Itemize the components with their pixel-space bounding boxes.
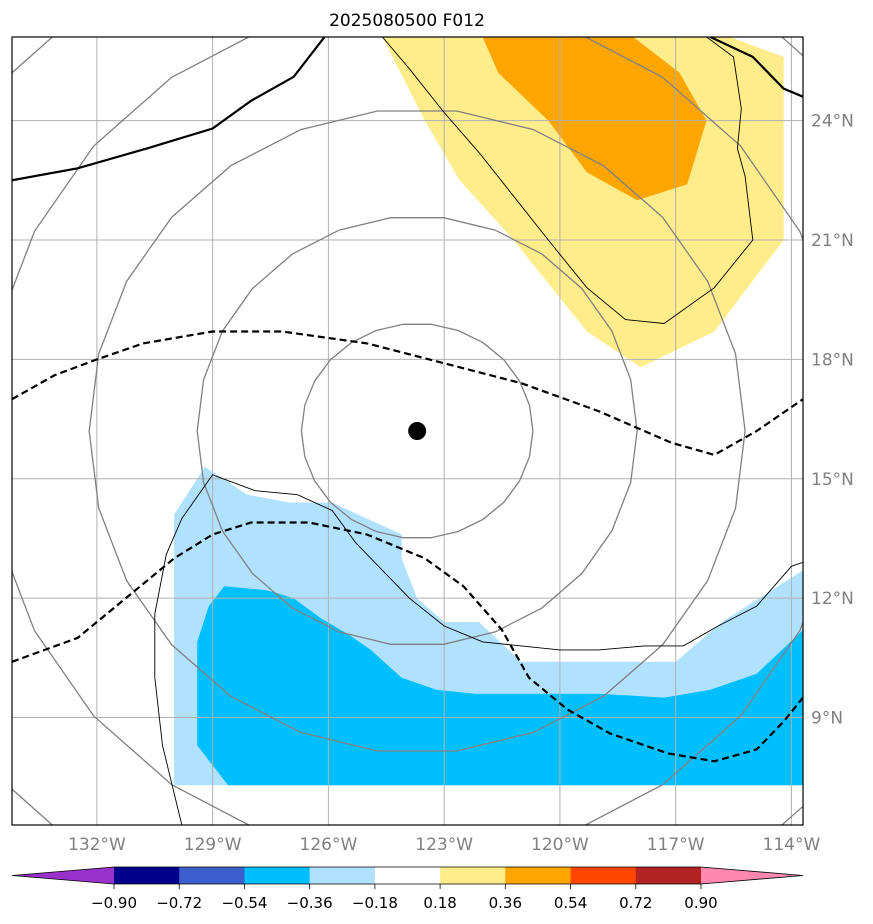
- x-tick-labels: 132°W 129°W 126°W 123°W 120°W 117°W 114°W: [68, 835, 820, 855]
- colorbar-tick-label: −0.54: [221, 894, 267, 912]
- colorbar-tick-label: 0.54: [554, 894, 587, 912]
- x-tick-label: 129°W: [184, 835, 242, 855]
- y-tick-label: 12°N: [811, 589, 854, 609]
- colorbar: [11, 866, 804, 889]
- x-tick-label: 123°W: [415, 835, 473, 855]
- dashed-line-0: [12, 330, 803, 457]
- colorbar-tick-labels: −0.90 −0.72 −0.54 −0.36 −0.18 0.18 0.36 0.54 0.7…: [91, 894, 718, 912]
- colorbar-tick-label: −0.18: [352, 894, 398, 912]
- colorbar-tick-label: −0.90: [91, 894, 137, 912]
- colorbar-segment: [635, 867, 702, 884]
- filled-region-3: [197, 586, 803, 786]
- colorbar-segment: [309, 867, 376, 884]
- gray-contour-0: [300, 323, 534, 539]
- colorbar-extend-high: [701, 867, 803, 884]
- colorbar-extend-low: [12, 867, 114, 884]
- y-tick-label: 21°N: [811, 231, 854, 251]
- map-frame: [11, 36, 804, 826]
- gray-contour-1: [196, 217, 638, 645]
- filled-regions: [174, 37, 803, 786]
- y-tick-labels: 9°N 12°N 15°N 18°N 21°N 24°N: [811, 112, 854, 729]
- colorbar-segment: [440, 867, 506, 884]
- x-tick-label: 114°W: [763, 835, 821, 855]
- storm-center-marker: [408, 422, 427, 440]
- colorbar-tick-label: 0.90: [684, 894, 717, 912]
- dashed-black-lines: [12, 330, 803, 763]
- colorbar-segment: [114, 867, 180, 884]
- thin-contours: [154, 37, 803, 825]
- colorbar-segment: [505, 867, 572, 884]
- colorbar-segment: [179, 867, 245, 884]
- thin-contour-1: [154, 474, 803, 825]
- y-tick-label: 9°N: [811, 709, 843, 729]
- colorbar-tick-label: 0.18: [423, 894, 456, 912]
- dashed-line-1: [12, 521, 803, 763]
- colorbar-tick-label: 0.36: [489, 894, 522, 912]
- thin-contour-0: [382, 37, 754, 324]
- x-tick-label: 117°W: [647, 835, 705, 855]
- solid-black-lines: [12, 37, 803, 182]
- gray-contour-3: [12, 37, 803, 825]
- y-tick-label: 18°N: [811, 350, 854, 370]
- x-tick-label: 126°W: [300, 835, 358, 855]
- colorbar-segment: [570, 867, 637, 884]
- solid-line-0: [12, 37, 326, 182]
- colorbar-segment: [374, 867, 441, 884]
- y-tick-label: 15°N: [811, 470, 854, 490]
- x-tick-label: 132°W: [68, 835, 126, 855]
- colorbar-segment: [244, 867, 311, 884]
- colorbar-tick-label: −0.36: [287, 894, 333, 912]
- chart-title: 2025080500 F012: [329, 11, 485, 31]
- filled-region-1: [482, 37, 707, 201]
- colorbar-tick-label: 0.72: [619, 894, 652, 912]
- gridlines: [12, 37, 803, 825]
- gray-contour-2: [88, 110, 746, 752]
- x-tick-label: 120°W: [531, 835, 589, 855]
- y-tick-label: 24°N: [811, 112, 854, 132]
- solid-line-1: [709, 37, 803, 98]
- colorbar-tick-label: −0.72: [156, 894, 202, 912]
